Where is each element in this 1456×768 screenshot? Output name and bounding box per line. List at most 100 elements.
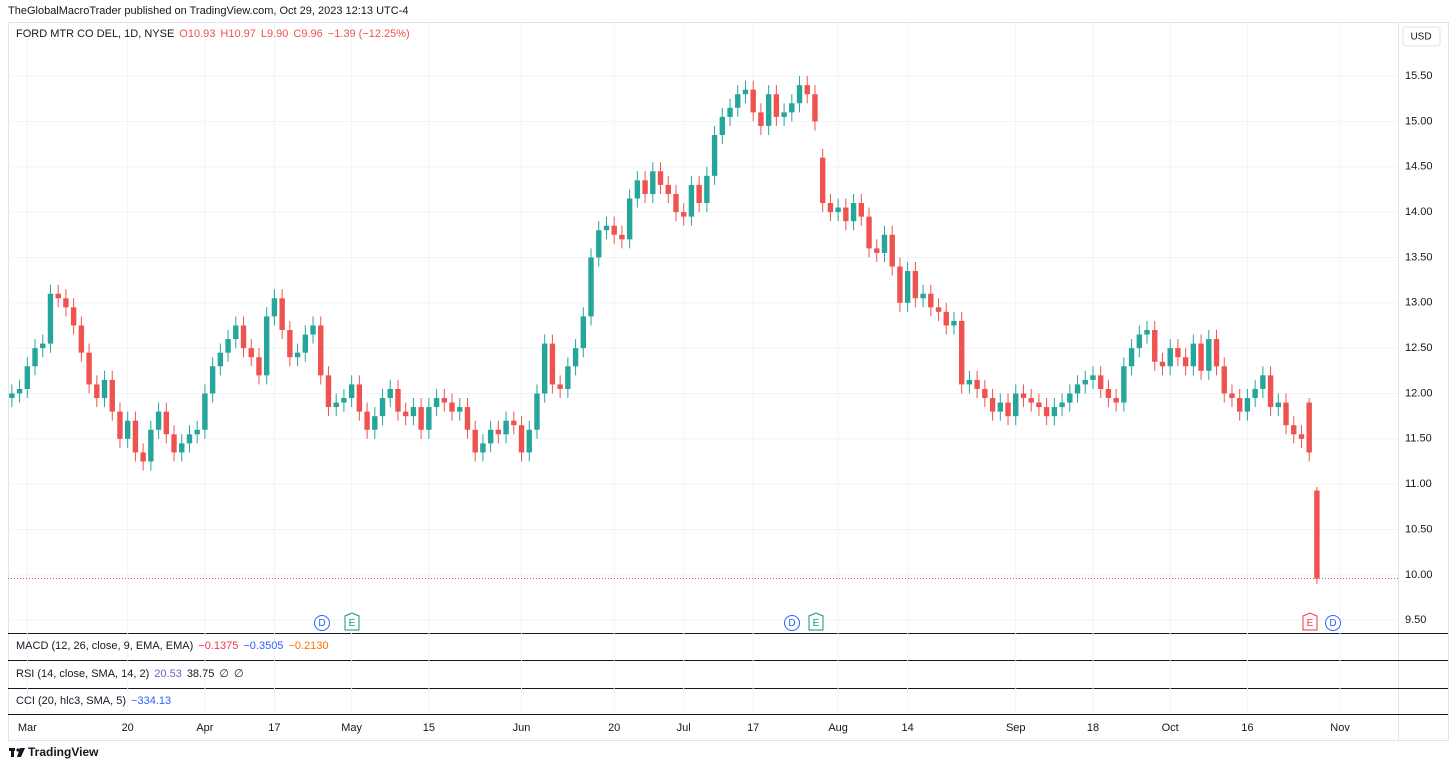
candle-body — [418, 407, 424, 430]
x-tick-label: 18 — [1087, 722, 1099, 734]
candle-body — [796, 85, 803, 104]
y-tick-label: 14.00 — [1405, 206, 1433, 218]
event-marker — [784, 615, 800, 631]
candle-body — [40, 343, 46, 349]
candle-body — [356, 384, 363, 412]
candle-body — [951, 320, 957, 326]
candle-body — [94, 384, 100, 399]
candle-body — [441, 398, 448, 403]
candle-body — [735, 94, 741, 108]
x-tick-label: Oct — [1162, 722, 1179, 734]
candle-body — [858, 203, 865, 217]
candle-body — [341, 398, 347, 403]
candle-body — [742, 89, 749, 95]
candle-body — [480, 443, 486, 453]
candle-body — [572, 348, 579, 367]
candle-body — [943, 311, 949, 326]
x-tick-label: 17 — [747, 722, 759, 734]
candle-body — [642, 180, 648, 194]
event-marker — [808, 612, 824, 631]
candle-body — [928, 293, 934, 308]
candle-body — [1236, 398, 1243, 412]
candle-body — [526, 429, 532, 453]
candle-body — [1198, 343, 1204, 371]
candle-body — [433, 398, 440, 408]
candle-body — [372, 416, 378, 430]
indicator-value: −334.13 — [131, 695, 171, 707]
candle-body — [256, 357, 262, 376]
candle-body — [634, 180, 641, 199]
candle-body — [1005, 402, 1011, 417]
candle-body — [279, 298, 285, 330]
candles — [9, 76, 1320, 584]
candle-body — [9, 393, 15, 399]
candle-body — [673, 193, 679, 213]
logo-part — [11, 748, 14, 757]
candle-body — [310, 325, 316, 335]
candle-body — [904, 271, 911, 303]
candle-body — [997, 402, 1004, 412]
candle-body — [1113, 398, 1119, 403]
x-tick-label: 16 — [1241, 722, 1253, 734]
candle-body — [248, 348, 254, 358]
candle-body — [1128, 348, 1135, 367]
x-tick-label: Sep — [1006, 722, 1026, 734]
candle-body — [789, 103, 795, 113]
candle-body — [1190, 343, 1197, 367]
y-tick-label: 11.50 — [1405, 433, 1432, 445]
candle-body — [387, 388, 393, 399]
grid — [8, 23, 1398, 714]
candle-body — [487, 429, 494, 444]
candle-body — [1175, 348, 1181, 358]
x-tick-label: 14 — [902, 722, 914, 734]
x-tick-label: Mar — [18, 722, 37, 734]
candle-body — [982, 388, 988, 399]
candle-body — [217, 352, 224, 367]
y-tick-label: 11.00 — [1405, 478, 1432, 490]
candle-body — [32, 348, 38, 367]
candle-body — [727, 107, 733, 117]
candle-body — [1097, 375, 1104, 389]
candle-body — [935, 307, 942, 312]
candle-body — [1206, 339, 1212, 371]
candle-body — [688, 184, 695, 217]
candle-body — [186, 434, 193, 444]
candle-body — [958, 320, 965, 385]
candle-body — [549, 343, 556, 385]
event-label: E — [349, 618, 356, 629]
candle-body — [680, 212, 687, 217]
candle-body — [318, 325, 324, 376]
candle-body — [1144, 330, 1150, 335]
candle-body — [650, 171, 656, 194]
candle-body — [402, 411, 409, 417]
x-tick-label: Aug — [828, 722, 848, 734]
candle-body — [140, 452, 146, 462]
ohlc-label: H10.97 — [220, 28, 255, 40]
symbol-title: FORD MTR CO DEL, 1D, NYSE — [16, 28, 174, 40]
indicator-name: RSI (14, close, SMA, 14, 2) — [16, 668, 149, 680]
candle-body — [1267, 375, 1274, 408]
candle-body — [101, 379, 108, 399]
indicator-value: 38.75 — [187, 668, 215, 680]
candle-body — [24, 366, 31, 389]
candle-body — [874, 248, 880, 253]
event-marker — [344, 612, 360, 631]
candle-body — [263, 316, 270, 376]
x-tick-label: 20 — [122, 722, 134, 734]
x-tick-label: 15 — [423, 722, 435, 734]
candle-body — [1221, 366, 1227, 394]
candle-body — [758, 112, 764, 126]
candle-body — [596, 230, 602, 258]
candle-body — [511, 420, 517, 426]
event-marker — [1302, 612, 1318, 631]
candle-body — [240, 325, 247, 349]
candle-body — [171, 434, 177, 453]
y-tick-label: 9.50 — [1405, 614, 1426, 626]
y-tick-label: 10.00 — [1405, 569, 1433, 581]
candle-body — [518, 425, 525, 453]
candle-body — [1167, 348, 1173, 367]
candle-body — [1013, 393, 1019, 417]
indicator-value: −0.3505 — [243, 640, 283, 652]
candle-body — [503, 420, 509, 435]
